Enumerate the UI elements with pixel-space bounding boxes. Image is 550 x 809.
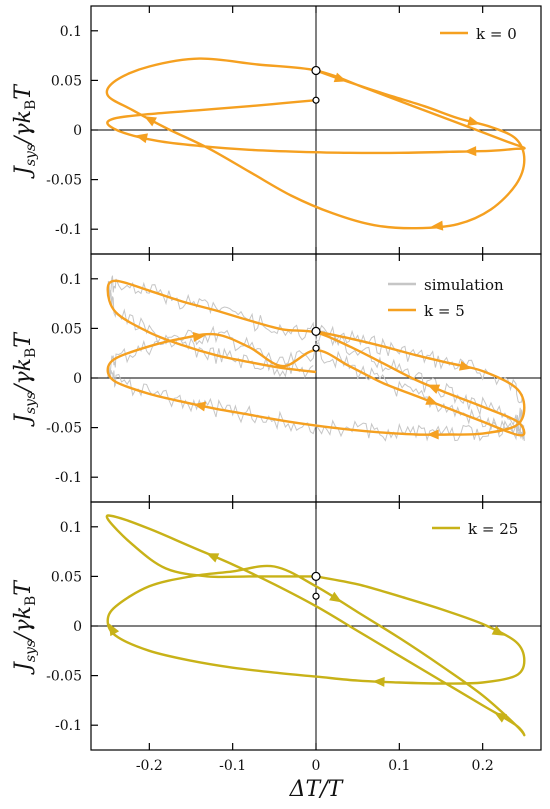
legend-middle: simulation k = 5 — [388, 276, 504, 320]
marker-point — [312, 96, 320, 104]
direction-arrow — [494, 712, 508, 723]
series-line-k0 — [105, 57, 526, 230]
x-tick-label: 0 — [312, 758, 321, 774]
y-tick-label: 0.1 — [60, 520, 82, 536]
y-tick-label: 0.05 — [51, 321, 82, 337]
x-tick-label: -0.1 — [219, 758, 246, 774]
y-axis-label-bottom: Jsys/γkBT — [11, 579, 39, 675]
direction-arrow — [427, 384, 441, 394]
y-tick-label: -0.1 — [55, 718, 82, 734]
y-tick-label: -0.05 — [46, 421, 82, 437]
data-layer-top — [91, 6, 541, 254]
marker-point — [312, 592, 320, 600]
direction-arrow — [135, 133, 148, 144]
y-tick-label: -0.05 — [46, 669, 82, 685]
legend-label-k5: k = 5 — [424, 302, 465, 320]
data-layer-middle — [91, 254, 541, 502]
marker-point — [312, 344, 320, 352]
y-tick-label: 0.1 — [60, 272, 82, 288]
y-axis-label-middle: Jsys/γkBT — [11, 331, 39, 427]
y-tick-label: 0 — [73, 619, 82, 635]
direction-arrow — [425, 395, 439, 405]
direction-arrow — [372, 676, 385, 687]
x-tick-label: -0.2 — [136, 758, 163, 774]
y-axis-label-top: Jsys/γkBT — [11, 83, 39, 179]
x-tick-label: 0.1 — [388, 758, 410, 774]
y-tick-label: 0.05 — [51, 73, 82, 89]
y-tick-label: -0.1 — [55, 470, 82, 486]
legend-label-simulation: simulation — [424, 276, 504, 294]
marker-point — [311, 571, 321, 582]
legend-label-k25: k = 25 — [468, 520, 518, 538]
direction-arrow — [193, 401, 207, 412]
data-layer-bottom — [91, 502, 541, 750]
direction-arrow — [329, 591, 342, 603]
y-tick-label: -0.1 — [55, 222, 82, 238]
marker-point — [311, 326, 321, 336]
x-tick-label: 0.2 — [472, 758, 494, 774]
direction-arrow — [464, 146, 477, 157]
series-line-k25 — [105, 514, 526, 737]
y-tick-label: 0.1 — [60, 24, 82, 40]
direction-arrow — [430, 220, 444, 231]
direction-arrow — [459, 360, 472, 371]
direction-arrow — [467, 116, 481, 126]
y-tick-label: -0.05 — [46, 173, 82, 189]
y-tick-label: 0 — [73, 371, 82, 387]
direction-arrow — [192, 332, 206, 342]
x-axis-label: ΔT/T — [289, 777, 345, 802]
direction-arrow — [333, 72, 347, 83]
legend-top: k = 0 — [440, 25, 517, 43]
panel-bottom: Jsys/γkBT k = 25 — [11, 501, 542, 751]
direction-arrow — [144, 116, 157, 127]
direction-arrow — [491, 625, 505, 636]
direction-arrow — [108, 623, 120, 637]
tick-layer: 0.1 0.05 0 -0.05 -0.1 0.1 0.05 0 -0.05 -0.1 0.1 0.0… — [46, 6, 494, 774]
direction-arrow — [426, 429, 439, 440]
y-tick-label: 0.05 — [51, 569, 82, 585]
direction-arrow — [206, 553, 220, 563]
legend-label-k0: k = 0 — [476, 25, 517, 43]
marker-point — [311, 65, 321, 76]
y-tick-label: 0 — [73, 123, 82, 139]
legend-bottom: k = 25 — [432, 520, 518, 538]
panel-middle: Jsys/γkBT simulation k = 5 — [11, 253, 542, 503]
panel-top: Jsys/γkBT k = 0 — [11, 5, 542, 255]
